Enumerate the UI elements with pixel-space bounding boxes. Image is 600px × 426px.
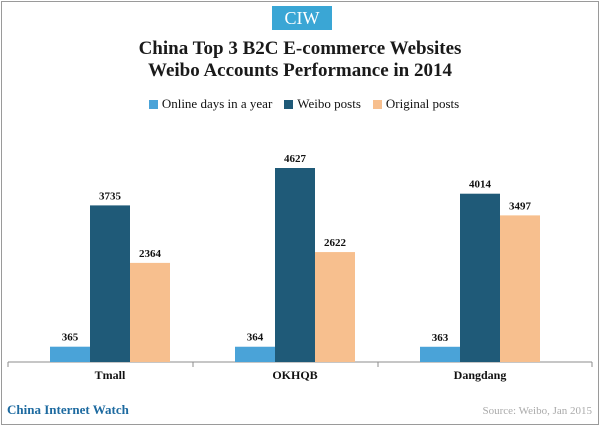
legend: Online days in a year Weibo posts Origin… (0, 95, 600, 113)
legend-label-online-days: Online days in a year (161, 96, 273, 111)
data-label-dangdang-series-0: 363 (432, 332, 449, 344)
x-tick-label-tmall: Tmall (95, 368, 126, 382)
bar-dangdang-series-0 (420, 346, 460, 362)
x-tick-label-dangdang: Dangdang (454, 368, 507, 382)
bar-okhqb-series-1 (275, 168, 315, 362)
legend-label-original-posts: Original posts (385, 96, 460, 111)
bar-tmall-series-0 (50, 346, 90, 362)
source-label: Source: Weibo, Jan 2015 (482, 405, 592, 417)
chart-title: China Top 3 B2C E-commerce Websites Weib… (0, 38, 600, 82)
bar-dangdang-series-1 (460, 193, 500, 362)
bar-okhqb-series-2 (315, 252, 355, 362)
data-label-okhqb-series-1: 4627 (284, 153, 307, 165)
legend-swatch-online-days (148, 99, 158, 109)
data-label-dangdang-series-2: 3497 (509, 200, 532, 212)
data-label-dangdang-series-1: 4014 (469, 179, 492, 191)
legend-item-weibo-posts: Weibo posts (284, 95, 361, 113)
bar-dangdang-series-2 (500, 215, 540, 362)
data-label-tmall-series-0: 365 (62, 332, 79, 344)
legend-item-online-days: Online days in a year (148, 95, 273, 113)
title-line-2: Weibo Accounts Performance in 2014 (148, 60, 452, 81)
x-tick-label-okhqb: OKHQB (272, 368, 317, 382)
legend-item-original-posts: Original posts (372, 95, 460, 113)
legend-swatch-weibo-posts (284, 99, 294, 109)
legend-label-weibo-posts: Weibo posts (297, 96, 361, 111)
bar-okhqb-series-0 (235, 346, 275, 362)
data-label-okhqb-series-2: 2622 (324, 237, 347, 249)
data-label-okhqb-series-0: 364 (247, 332, 264, 344)
data-label-tmall-series-1: 3735 (99, 190, 122, 202)
title-line-1: China Top 3 B2C E-commerce Websites (138, 38, 462, 59)
bar-tmall-series-1 (90, 205, 130, 362)
brand-label: China Internet Watch (7, 402, 129, 417)
ciw-badge: CIW (272, 6, 332, 30)
data-label-tmall-series-2: 2364 (139, 248, 162, 260)
legend-swatch-original-posts (372, 99, 382, 109)
bar-tmall-series-2 (130, 262, 170, 362)
